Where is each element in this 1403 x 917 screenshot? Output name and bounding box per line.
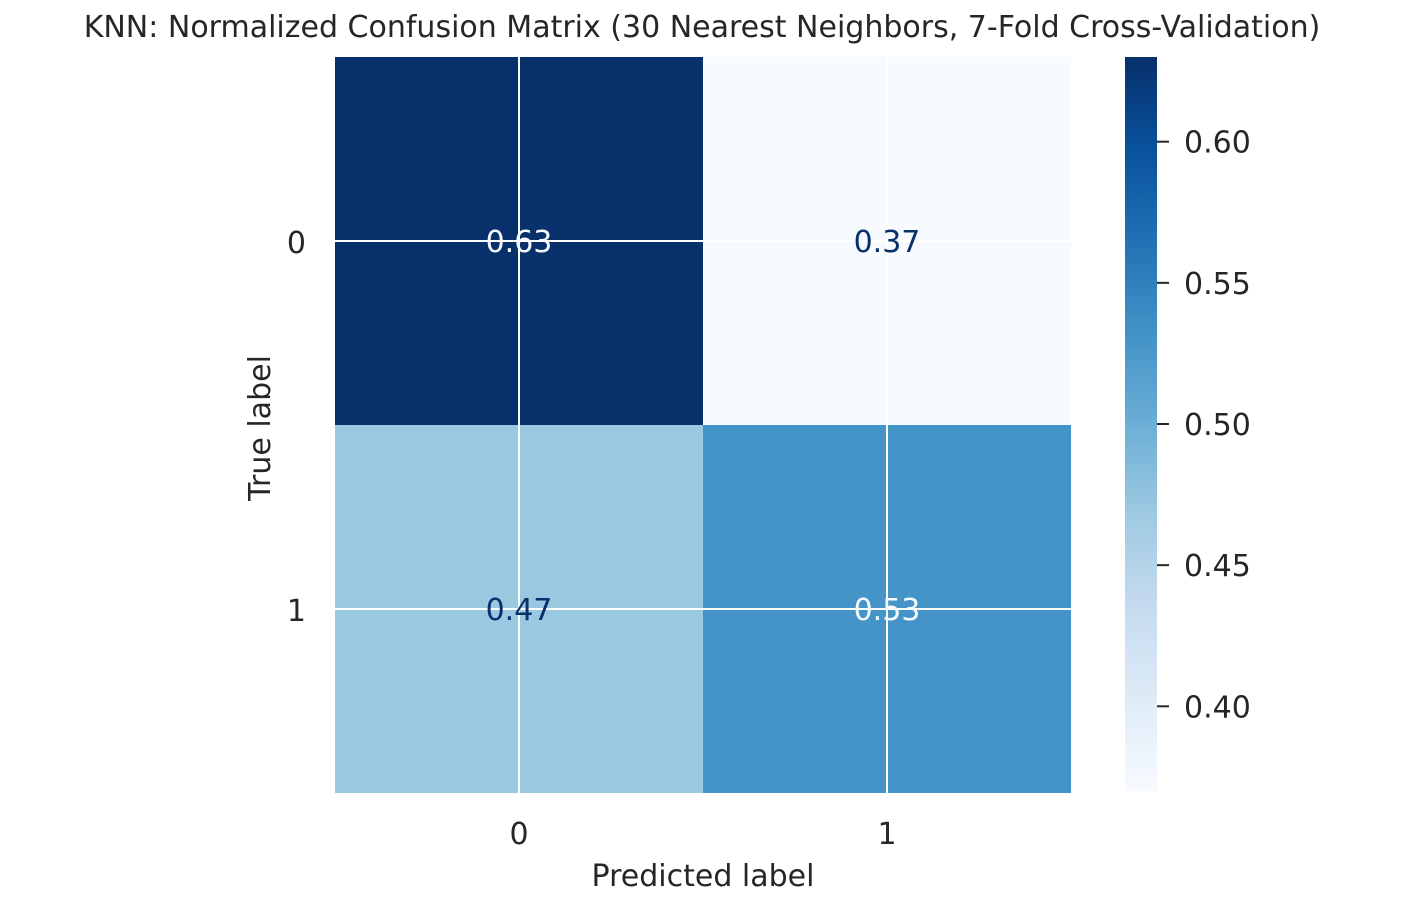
heatmap-cells [335,57,1071,793]
x-tick-label-0: 0 [509,817,528,852]
colorbar-tick-label-1: 0.45 [1184,549,1251,584]
x-axis-label: Predicted label [592,859,815,894]
cell-label-1-0: 0.47 [486,593,553,628]
colorbar-tick-label-0: 0.40 [1184,690,1251,725]
y-tick-label-1: 1 [287,594,306,629]
colorbar-tick-label-4: 0.60 [1184,126,1251,161]
colorbar-ticks: 0.40 0.45 0.50 0.55 0.60 [1157,126,1251,725]
colorbar [1125,57,1157,791]
y-axis-ticks: 01 [287,226,306,629]
x-tick-label-1: 1 [877,817,896,852]
y-tick-label-0: 0 [287,226,306,261]
cell-label-0-0: 0.63 [486,225,553,260]
y-axis-label: True label [243,355,278,502]
cell-value-labels: 0.63 0.37 0.47 0.53 [486,225,921,628]
colorbar-tick-label-3: 0.55 [1184,267,1251,302]
grid-lines [335,57,1071,793]
cell-label-0-1: 0.37 [854,225,921,260]
cell-label-1-1: 0.53 [854,593,921,628]
chart-title: KNN: Normalized Confusion Matrix (30 Nea… [84,10,1321,45]
colorbar-tick-label-2: 0.50 [1184,408,1251,443]
